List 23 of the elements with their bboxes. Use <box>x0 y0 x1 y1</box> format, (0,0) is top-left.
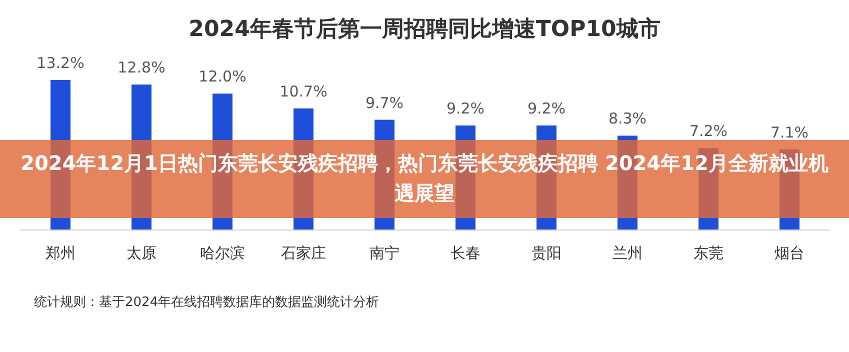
x-tick-label: 贵阳 <box>532 244 562 262</box>
x-tick-label: 东莞 <box>694 244 724 262</box>
x-tick-label: 郑州 <box>46 244 76 262</box>
data-label: 9.2% <box>446 99 485 118</box>
x-tick-label: 长春 <box>450 244 480 262</box>
data-label: 9.2% <box>527 99 566 118</box>
x-tick-label: 南宁 <box>370 244 400 262</box>
annotation: 2024年12月1日热门东莞长安残疾招聘，热门东莞长安残疾招聘 2024年12月全新就业机遇展望 <box>20 150 829 207</box>
data-label: 13.2% <box>36 54 84 72</box>
data-label: 10.7% <box>280 82 328 100</box>
text: 统计规则：基于2024年在线招聘数据库的数据监测统计分析 <box>34 295 380 310</box>
x-tick-label: 烟台 <box>774 244 804 262</box>
x-tick-label: 太原 <box>126 244 156 262</box>
data-label: 7.2% <box>689 122 728 140</box>
x-tick-label: 哈尔滨 <box>200 244 245 262</box>
data-label: 12.8% <box>118 58 166 77</box>
x-tick-label: 石家庄 <box>281 244 326 262</box>
data-label: 7.1% <box>770 123 809 142</box>
data-label: 8.3% <box>608 110 647 128</box>
chart-title: 2024年春节后第一周招聘同比增速TOP10城市 <box>188 16 660 42</box>
data-label: 9.7% <box>365 94 404 112</box>
data-label: 12.0% <box>198 68 246 86</box>
x-tick-label: 兰州 <box>612 244 642 262</box>
